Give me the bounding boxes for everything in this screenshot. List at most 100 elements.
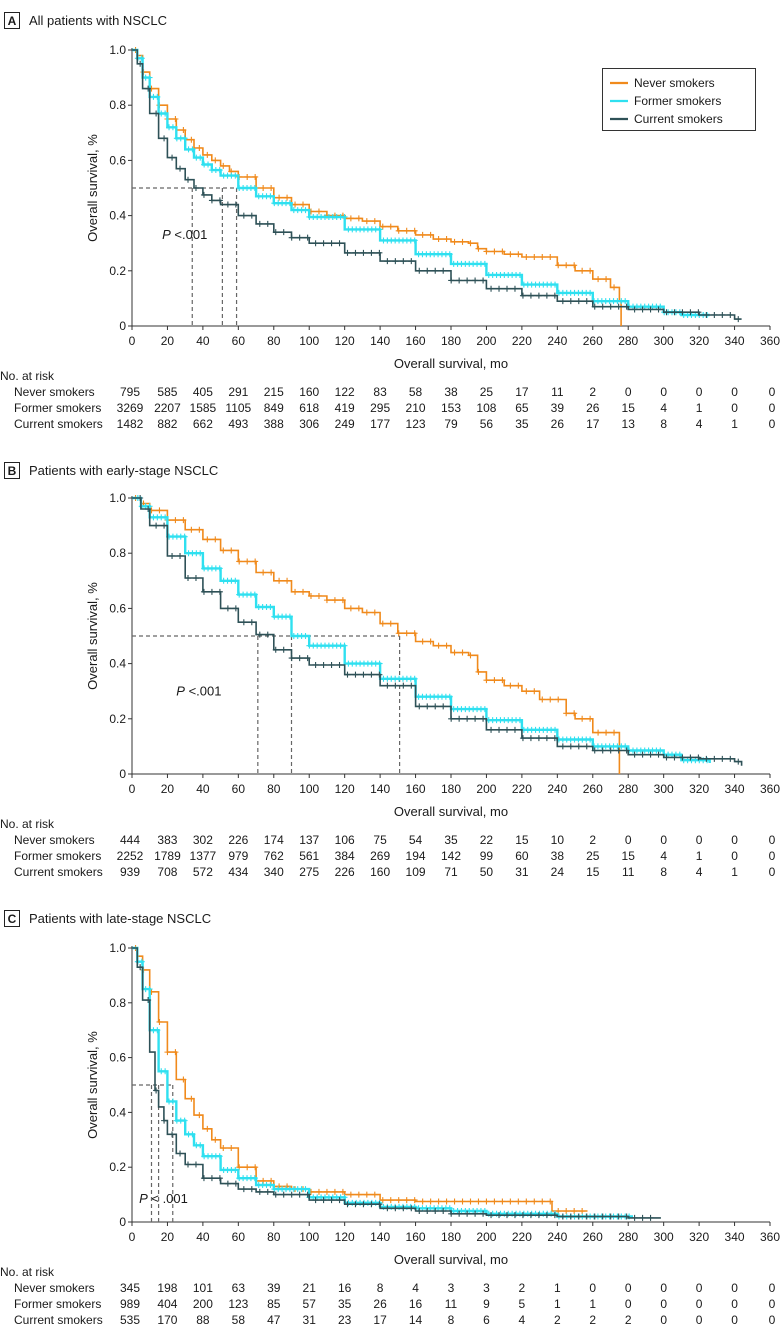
x-tick-label: 140 [370,1230,390,1244]
censor-mark [371,218,378,225]
km-curve-never-smokers [132,947,588,1212]
censor-mark [344,249,351,256]
x-tick-label: 60 [232,1230,246,1244]
p-value-symbol: P [139,1191,148,1206]
censor-mark [355,215,362,222]
y-tick-label: 0.4 [109,209,126,223]
x-tick-label: 160 [406,334,426,348]
censor-mark [137,964,144,971]
censor-mark [280,646,287,653]
censor-mark [260,185,267,191]
risk-cell: 388 [264,417,284,431]
p-value-text: <.001 [171,227,208,242]
censor-mark [192,1161,199,1168]
censor-mark [587,715,594,722]
panel-title: Patients with late-stage NSCLC [29,911,211,926]
risk-cell: 26 [586,401,600,415]
censor-mark [440,267,447,274]
censor-mark [591,747,598,754]
risk-cell: 2 [589,1313,596,1327]
censor-mark [459,649,466,656]
censor-mark [162,1068,169,1075]
censor-mark [304,1191,311,1198]
risk-cell: 8 [660,865,667,879]
censor-mark [232,605,239,612]
censor-mark [547,1198,554,1205]
risk-cell: 160 [299,385,319,399]
censor-mark [169,1098,176,1105]
censor-mark [192,575,199,582]
risk-cell: 383 [157,833,177,847]
risk-cell: 269 [370,849,390,863]
censor-mark [519,292,526,299]
censor-mark [551,1212,558,1219]
risk-cell: 11 [551,385,564,399]
censor-mark [185,176,192,183]
censor-mark [443,1198,450,1205]
p-value-symbol: P [162,227,171,242]
censor-mark [276,194,283,201]
risk-cell: 0 [731,1281,738,1295]
risk-cell: 25 [480,385,494,399]
risk-cell: 25 [586,849,600,863]
censor-mark [539,254,546,260]
censor-mark [443,642,450,649]
risk-cell: 85 [267,1297,281,1311]
x-tick-label: 220 [512,334,532,348]
risk-cell: 16 [338,1281,352,1295]
censor-mark [300,201,307,208]
risk-cell: 1 [731,417,738,431]
censor-mark [268,185,275,191]
risk-cell: 4 [696,865,703,879]
risk-cell: 10 [551,833,565,847]
x-tick-label: 220 [512,1230,532,1244]
censor-mark [312,240,319,247]
risk-cell: 160 [370,865,390,879]
censor-mark [204,151,211,158]
risk-cell: 0 [696,1297,703,1311]
censor-mark [360,1201,367,1208]
censor-mark [571,710,578,717]
censor-mark [244,558,251,565]
censor-mark [208,588,215,595]
risk-cell: 109 [406,865,426,879]
censor-mark [244,173,251,180]
censor-mark [435,1198,442,1205]
censor-mark [276,577,283,584]
censor-mark [169,1131,176,1138]
censor-mark [341,213,348,220]
risk-cell: 99 [480,849,494,863]
risk-cell: 295 [370,401,390,415]
risk-cell: 0 [769,1313,776,1327]
censor-mark [639,1214,646,1221]
risk-cell: 75 [373,833,387,847]
risk-cell: 2 [554,1313,561,1327]
risk-cell: 1105 [225,401,251,415]
censor-mark [197,154,204,161]
censor-mark [154,93,161,100]
censor-mark [515,682,522,689]
censor-mark [368,1201,375,1208]
panel-letter-box [4,462,20,479]
censor-mark [547,254,554,260]
censor-mark [507,682,514,689]
risk-cell: 56 [480,417,494,431]
censor-mark [347,605,354,612]
censor-mark [379,1197,386,1204]
x-tick-label: 340 [725,334,745,348]
censor-mark [481,706,488,713]
risk-row-label: Never smokers [14,385,95,399]
censor-mark [169,124,176,131]
censor-mark [488,1212,495,1219]
censor-mark [631,751,638,758]
censor-mark [181,533,188,540]
censor-mark [315,208,322,215]
censor-mark [180,517,187,524]
censor-mark [200,588,207,595]
risk-cell: 345 [120,1281,140,1295]
censor-mark [161,1117,168,1124]
censor-mark [647,1214,654,1221]
risk-cell: 4 [696,417,703,431]
censor-mark [575,743,582,750]
